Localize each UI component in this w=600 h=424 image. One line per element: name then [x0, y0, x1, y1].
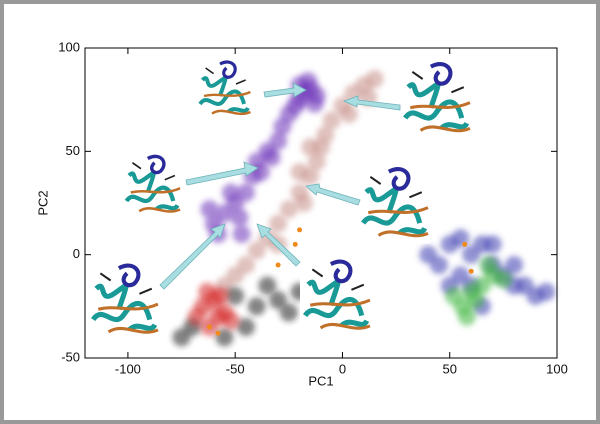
point — [292, 241, 298, 247]
point — [251, 163, 270, 181]
point — [226, 287, 245, 305]
point — [236, 183, 255, 202]
point — [307, 152, 326, 171]
x-tick-label: 100 — [546, 361, 568, 376]
point — [230, 208, 249, 227]
point — [505, 256, 524, 274]
arrow — [159, 223, 226, 290]
point — [258, 276, 277, 295]
point — [468, 268, 474, 274]
point — [236, 318, 255, 336]
x-tick-label: -50 — [226, 361, 245, 376]
point — [322, 111, 341, 130]
arrow — [185, 161, 259, 186]
point — [215, 330, 221, 336]
point — [247, 297, 266, 316]
point — [297, 227, 303, 233]
y-axis-label: PC2 — [35, 190, 50, 215]
point — [290, 163, 309, 181]
point — [483, 235, 502, 254]
point — [294, 194, 313, 212]
insets — [88, 56, 472, 340]
y-tick-label: 0 — [73, 246, 80, 261]
point — [479, 256, 498, 274]
point — [247, 241, 266, 260]
point — [466, 291, 485, 310]
structure-inset — [122, 150, 182, 218]
point — [269, 291, 288, 310]
arrow — [256, 223, 301, 267]
structure-inset — [196, 56, 252, 120]
point — [537, 282, 556, 301]
x-axis-label: PC1 — [308, 373, 333, 388]
point — [457, 307, 476, 326]
plot-frame — [84, 47, 558, 359]
y-tick-label: 50 — [66, 143, 80, 158]
point — [494, 270, 513, 289]
point — [221, 311, 240, 330]
point — [232, 225, 251, 243]
point — [187, 307, 206, 326]
arrow — [342, 95, 401, 111]
point — [262, 148, 281, 167]
x-tick-label: 0 — [339, 361, 346, 376]
point — [198, 282, 217, 301]
point — [206, 324, 212, 330]
point — [269, 132, 288, 150]
point — [279, 303, 298, 322]
point — [200, 200, 219, 219]
point — [365, 70, 384, 88]
point — [279, 200, 298, 219]
point — [172, 328, 191, 347]
arrow — [305, 183, 361, 206]
point — [301, 138, 320, 157]
point — [316, 125, 335, 144]
structure-inset — [88, 258, 160, 340]
point — [236, 256, 255, 274]
structure-inset — [300, 254, 372, 336]
point — [430, 256, 448, 274]
y-tick-label: -50 — [61, 349, 80, 364]
points — [172, 70, 556, 347]
point — [275, 262, 281, 268]
point — [305, 94, 324, 113]
structure-inset — [400, 56, 472, 138]
x-tick-label: -100 — [115, 361, 141, 376]
structure-inset — [358, 161, 430, 243]
point — [269, 214, 288, 233]
y-tick-label: 100 — [58, 39, 80, 54]
point — [462, 241, 468, 247]
point — [339, 105, 358, 124]
x-tick-label: 50 — [442, 361, 456, 376]
arrow — [263, 82, 307, 98]
point — [221, 183, 240, 202]
